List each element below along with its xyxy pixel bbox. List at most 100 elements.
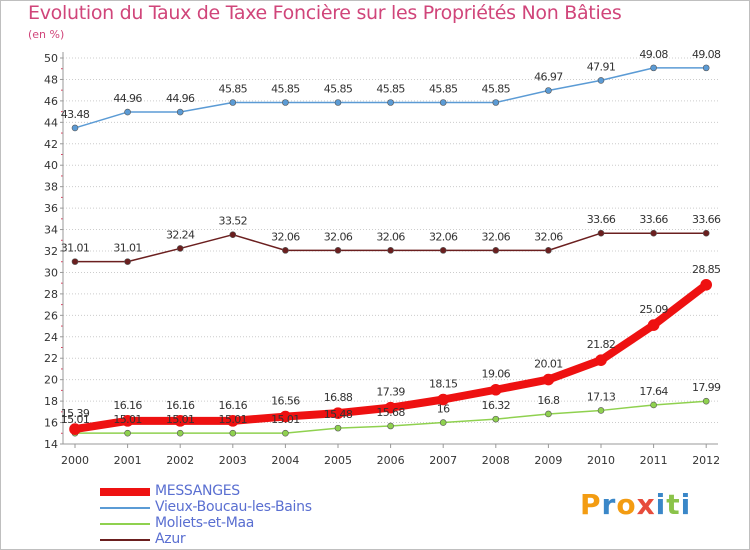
y-tick-label: 20 xyxy=(44,374,58,387)
data-label-messanges: 16.56 xyxy=(271,395,300,408)
data-label-moliets-et-maa: 17.64 xyxy=(639,385,668,398)
legend-label: Moliets-et-Maa xyxy=(155,515,255,531)
data-point-azur xyxy=(597,229,605,237)
data-label-vieux-boucau-les-bains: 43.48 xyxy=(61,108,90,121)
x-tick-label: 2011 xyxy=(640,454,668,467)
data-point-messanges xyxy=(595,354,607,366)
data-label-vieux-boucau-les-bains: 45.85 xyxy=(429,82,458,95)
legend-label: MESSANGES xyxy=(155,483,240,499)
data-label-azur: 32.06 xyxy=(482,230,511,243)
data-label-vieux-boucau-les-bains: 45.85 xyxy=(482,82,511,95)
y-tick-label: 16 xyxy=(44,417,58,430)
data-label-azur: 32.06 xyxy=(429,230,458,243)
x-tick-label: 2012 xyxy=(692,454,720,467)
data-point-vieux-boucau-les-bains xyxy=(650,64,657,72)
data-point-vieux-boucau-les-bains xyxy=(176,108,184,116)
data-label-vieux-boucau-les-bains: 44.96 xyxy=(166,92,195,105)
data-label-azur: 33.66 xyxy=(639,213,668,226)
data-point-azur xyxy=(650,229,657,237)
data-label-messanges: 19.06 xyxy=(482,368,511,381)
data-label-azur: 33.66 xyxy=(587,213,616,226)
data-point-azur xyxy=(124,258,131,265)
data-point-moliets-et-maa xyxy=(492,415,500,423)
data-point-vieux-boucau-les-bains xyxy=(282,99,289,106)
y-tick-label: 36 xyxy=(44,202,58,215)
data-point-vieux-boucau-les-bains xyxy=(597,77,605,84)
data-label-moliets-et-maa: 15.01 xyxy=(271,413,300,426)
data-label-messanges: 16.88 xyxy=(324,391,353,404)
x-tick-label: 2004 xyxy=(271,454,299,467)
data-point-moliets-et-maa xyxy=(597,407,605,414)
y-tick-label: 38 xyxy=(44,181,58,194)
data-point-vieux-boucau-les-bains xyxy=(492,99,500,106)
data-point-messanges xyxy=(542,373,555,386)
data-point-moliets-et-maa xyxy=(387,422,394,430)
x-tick-label: 2007 xyxy=(429,454,457,467)
data-point-vieux-boucau-les-bains xyxy=(702,64,710,72)
data-label-vieux-boucau-les-bains: 46.97 xyxy=(534,70,563,83)
data-point-azur xyxy=(439,247,447,254)
x-tick-label: 2008 xyxy=(482,454,510,467)
y-tick-label: 28 xyxy=(44,288,58,301)
data-point-moliets-et-maa xyxy=(702,397,710,405)
data-point-azur xyxy=(702,229,710,237)
data-point-moliets-et-maa xyxy=(176,429,184,437)
data-label-azur: 33.66 xyxy=(692,213,721,226)
data-label-moliets-et-maa: 17.13 xyxy=(587,390,616,403)
data-label-moliets-et-maa: 15.68 xyxy=(376,406,405,419)
data-point-messanges xyxy=(69,423,81,435)
y-tick-label: 44 xyxy=(44,116,58,129)
y-unit-label: (en %) xyxy=(28,28,65,41)
data-point-moliets-et-maa xyxy=(229,429,237,437)
data-point-moliets-et-maa xyxy=(334,424,342,432)
legend-swatch xyxy=(100,488,150,496)
data-point-moliets-et-maa xyxy=(545,410,552,418)
y-tick-label: 48 xyxy=(44,73,58,86)
data-label-azur: 31.01 xyxy=(113,242,142,255)
data-label-azur: 33.52 xyxy=(219,215,248,228)
data-label-vieux-boucau-les-bains: 47.91 xyxy=(587,60,616,73)
legend-swatch xyxy=(100,523,150,525)
x-tick-label: 2000 xyxy=(61,454,89,467)
y-tick-label: 32 xyxy=(44,245,58,258)
data-label-messanges: 18.15 xyxy=(429,378,458,391)
y-tick-label: 26 xyxy=(44,309,58,322)
y-tick-label: 46 xyxy=(44,95,58,108)
y-tick-label: 18 xyxy=(44,395,58,408)
data-point-moliets-et-maa xyxy=(282,429,289,437)
data-label-moliets-et-maa: 16 xyxy=(437,403,450,416)
data-point-vieux-boucau-les-bains xyxy=(71,124,79,132)
data-label-azur: 31.01 xyxy=(61,242,90,255)
data-label-azur: 32.06 xyxy=(376,230,405,243)
data-label-vieux-boucau-les-bains: 49.08 xyxy=(692,48,721,61)
data-label-vieux-boucau-les-bains: 45.85 xyxy=(271,82,300,95)
data-point-messanges xyxy=(700,278,713,291)
y-tick-label: 42 xyxy=(44,138,58,151)
data-point-messanges xyxy=(174,415,186,427)
data-point-vieux-boucau-les-bains xyxy=(439,99,447,106)
data-label-moliets-et-maa: 15.01 xyxy=(166,413,195,426)
x-tick-label: 2006 xyxy=(377,454,405,467)
y-tick-label: 34 xyxy=(44,224,58,237)
data-label-vieux-boucau-les-bains: 45.85 xyxy=(324,82,353,95)
data-point-moliets-et-maa xyxy=(439,419,447,426)
data-point-messanges xyxy=(489,383,502,396)
data-point-azur xyxy=(282,247,289,254)
data-point-vieux-boucau-les-bains xyxy=(229,99,237,106)
legend-label: Azur xyxy=(155,531,186,547)
data-point-messanges xyxy=(279,410,292,423)
x-tick-label: 2009 xyxy=(534,454,562,467)
data-point-azur xyxy=(334,247,342,254)
data-point-azur xyxy=(387,247,394,254)
data-point-vieux-boucau-les-bains xyxy=(334,99,342,106)
data-point-azur xyxy=(545,247,552,254)
data-label-vieux-boucau-les-bains: 45.85 xyxy=(219,82,248,95)
data-point-azur xyxy=(176,245,184,252)
y-tick-label: 50 xyxy=(44,52,58,65)
data-point-vieux-boucau-les-bains xyxy=(545,87,552,94)
data-label-messanges: 16.16 xyxy=(113,399,142,412)
y-tick-label: 14 xyxy=(44,438,58,451)
data-label-messanges: 17.39 xyxy=(376,386,405,399)
